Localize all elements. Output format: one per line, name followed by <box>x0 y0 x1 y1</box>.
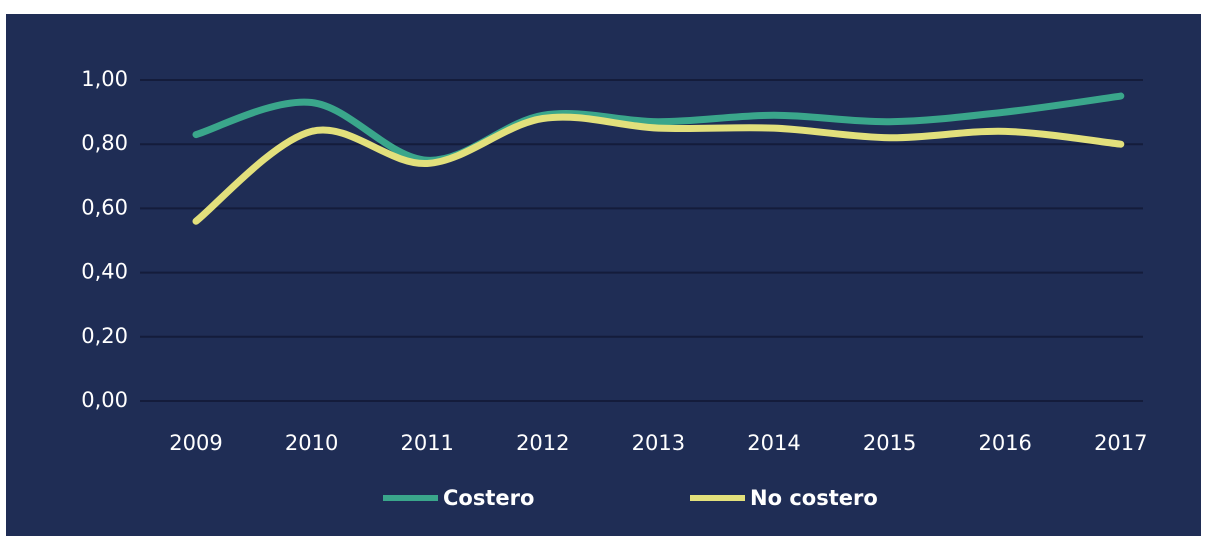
x-tick-label: 2014 <box>747 431 800 455</box>
series-line <box>192 113 1125 225</box>
legend-label: Costero <box>443 486 534 510</box>
x-tick-label: 2016 <box>978 431 1031 455</box>
y-tick-label: 0,80 <box>81 131 128 155</box>
y-tick-label: 0,40 <box>81 260 128 284</box>
x-tick-label: 2011 <box>400 431 453 455</box>
x-tick-label: 2009 <box>169 431 222 455</box>
x-tick-label: 2017 <box>1094 431 1147 455</box>
legend-label: No costero <box>750 486 878 510</box>
y-tick-label: 1,00 <box>81 67 128 91</box>
x-tick-label: 2012 <box>516 431 569 455</box>
y-tick-label: 0,00 <box>81 388 128 412</box>
x-tick-label: 2013 <box>632 431 685 455</box>
x-tick-label: 2015 <box>863 431 916 455</box>
x-tick-label: 2010 <box>285 431 338 455</box>
y-tick-label: 0,20 <box>81 324 128 348</box>
series-line <box>192 92 1125 164</box>
y-tick-label: 0,60 <box>81 195 128 219</box>
chart-background <box>6 14 1201 536</box>
